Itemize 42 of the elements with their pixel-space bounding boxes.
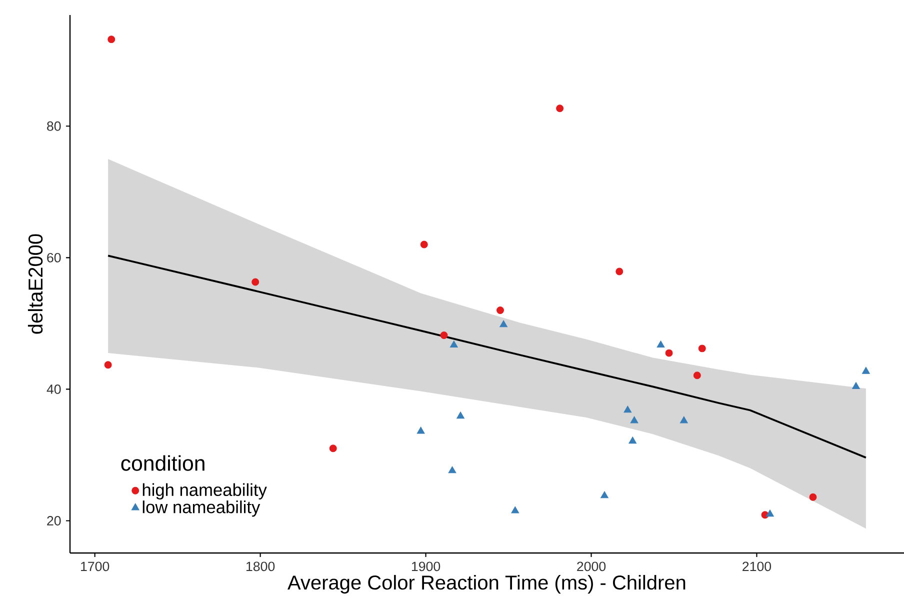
legend-title: condition xyxy=(121,455,204,471)
point xyxy=(616,268,624,276)
point xyxy=(511,506,520,514)
point xyxy=(698,344,706,352)
x-tick-label: 1800 xyxy=(246,562,275,572)
point xyxy=(440,332,448,340)
y-tick-label: 40 xyxy=(46,384,61,394)
point xyxy=(766,510,774,517)
point xyxy=(556,104,564,112)
x-tick-label: 1900 xyxy=(412,562,440,572)
legend-label: high nameability xyxy=(142,483,267,500)
point xyxy=(496,306,504,314)
point xyxy=(329,444,337,452)
point xyxy=(628,436,637,444)
point xyxy=(108,36,116,44)
y-tick-label: 20 xyxy=(47,516,61,526)
point xyxy=(420,240,428,248)
point xyxy=(416,426,425,434)
point xyxy=(656,340,665,348)
point xyxy=(624,406,632,413)
x-tick-label: 2100 xyxy=(742,562,772,572)
point xyxy=(456,412,464,419)
y-axis-title: deltaE2000 xyxy=(28,234,43,334)
point xyxy=(809,493,817,501)
point xyxy=(630,416,638,424)
point xyxy=(448,466,456,474)
point xyxy=(862,366,870,374)
point xyxy=(600,491,608,498)
point xyxy=(665,349,673,357)
point xyxy=(104,361,112,369)
x-tick-label: 2000 xyxy=(577,562,606,572)
point xyxy=(500,320,508,328)
x-axis-title: Average Color Reaction Time (ms) - Children xyxy=(288,574,686,594)
x-tick-label: 1700 xyxy=(81,562,110,572)
y-tick-label: 60 xyxy=(47,252,61,262)
y-tick-label: 80 xyxy=(47,121,61,131)
legend-label: low nameability xyxy=(142,500,260,517)
point xyxy=(252,278,260,286)
point xyxy=(450,340,458,348)
point xyxy=(852,382,860,389)
point xyxy=(693,372,701,380)
point xyxy=(680,416,688,424)
